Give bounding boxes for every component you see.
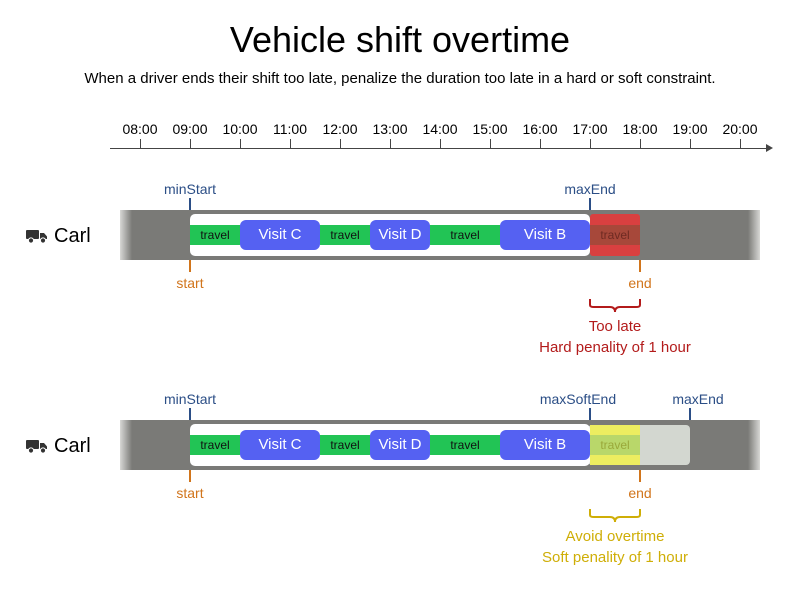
penalty-note-title: Too late bbox=[588, 318, 642, 335]
tick-mark bbox=[740, 139, 741, 149]
travel-segment: travel bbox=[430, 435, 500, 455]
tick-label: 15:00 bbox=[472, 121, 508, 137]
min-start-marker bbox=[189, 198, 191, 210]
start-label: start bbox=[176, 275, 204, 291]
tick-mark bbox=[190, 139, 191, 149]
tick-mark bbox=[140, 139, 141, 149]
truck-icon bbox=[26, 230, 47, 244]
tick-label: 18:00 bbox=[622, 121, 658, 137]
visit-block: Visit C bbox=[240, 220, 320, 250]
tick-label: 13:00 bbox=[372, 121, 408, 137]
max-end-marker bbox=[589, 198, 591, 210]
vehicle-label: Carl bbox=[26, 433, 116, 459]
end-marker bbox=[639, 470, 641, 482]
end-marker bbox=[639, 260, 641, 272]
min-start-label: minStart bbox=[163, 181, 217, 197]
tick-mark bbox=[390, 139, 391, 149]
max-end-label: maxEnd bbox=[672, 391, 724, 407]
tick-label: 19:00 bbox=[672, 121, 708, 137]
start-label: start bbox=[176, 485, 204, 501]
tick-mark bbox=[540, 139, 541, 149]
max-end-label: maxEnd bbox=[564, 181, 616, 197]
tick-label: 09:00 bbox=[172, 121, 208, 137]
tick-mark bbox=[290, 139, 291, 149]
vehicle-label: Carl bbox=[26, 223, 116, 249]
min-start-marker bbox=[189, 408, 191, 420]
travel-segment: travel bbox=[430, 225, 500, 245]
late-travel-segment: travel bbox=[590, 225, 640, 245]
travel-segment: travel bbox=[320, 435, 370, 455]
axis-arrow-icon bbox=[766, 144, 773, 152]
visit-block: Visit B bbox=[500, 430, 590, 460]
penalty-note-title: Avoid overtime bbox=[565, 528, 665, 545]
tick-label: 17:00 bbox=[572, 121, 608, 137]
max-soft-end-marker bbox=[589, 408, 591, 420]
tick-mark bbox=[640, 139, 641, 149]
visit-block: Visit B bbox=[500, 220, 590, 250]
start-marker bbox=[189, 260, 191, 272]
vehicle-name: Carl bbox=[54, 225, 91, 247]
tick-label: 11:00 bbox=[273, 121, 307, 137]
start-marker bbox=[189, 470, 191, 482]
visit-block: Visit C bbox=[240, 430, 320, 460]
penalty-note-detail: Hard penality of 1 hour bbox=[539, 339, 691, 356]
travel-segment: travel bbox=[320, 225, 370, 245]
tick-label: 12:00 bbox=[322, 121, 358, 137]
tick-mark bbox=[440, 139, 441, 149]
tick-mark bbox=[340, 139, 341, 149]
max-soft-end-label: maxSoftEnd bbox=[539, 391, 617, 407]
tick-label: 20:00 bbox=[722, 121, 758, 137]
overtime-brace bbox=[589, 299, 641, 313]
soft-constraint-example: minStart maxSoftEnd maxEnd Carl travel V… bbox=[0, 390, 800, 590]
diagram-subtitle: When a driver ends their shift too late,… bbox=[84, 70, 716, 87]
max-end-marker bbox=[689, 408, 691, 420]
overtime-brace bbox=[589, 509, 641, 523]
diagram-title: Vehicle shift overtime bbox=[229, 19, 571, 60]
tick-mark bbox=[240, 139, 241, 149]
travel-segment: travel bbox=[190, 435, 240, 455]
end-label: end bbox=[628, 275, 652, 291]
tick-label: 16:00 bbox=[522, 121, 558, 137]
tick-mark bbox=[690, 139, 691, 149]
tick-mark bbox=[590, 139, 591, 149]
min-start-label: minStart bbox=[163, 391, 217, 407]
end-label: end bbox=[628, 485, 652, 501]
truck-icon bbox=[26, 440, 47, 454]
axis-line bbox=[110, 148, 768, 149]
penalty-note-detail: Soft penality of 1 hour bbox=[542, 549, 688, 566]
hard-constraint-example: minStart maxEnd Carl travel Visit C trav… bbox=[0, 180, 800, 380]
visit-block: Visit D bbox=[370, 220, 430, 250]
tick-label: 14:00 bbox=[422, 121, 458, 137]
visit-block: Visit D bbox=[370, 430, 430, 460]
vehicle-name: Carl bbox=[54, 435, 91, 457]
late-travel-segment: travel bbox=[590, 435, 640, 455]
tick-mark bbox=[490, 139, 491, 149]
travel-segment: travel bbox=[190, 225, 240, 245]
tick-label: 08:00 bbox=[122, 121, 158, 137]
tick-label: 10:00 bbox=[222, 121, 258, 137]
